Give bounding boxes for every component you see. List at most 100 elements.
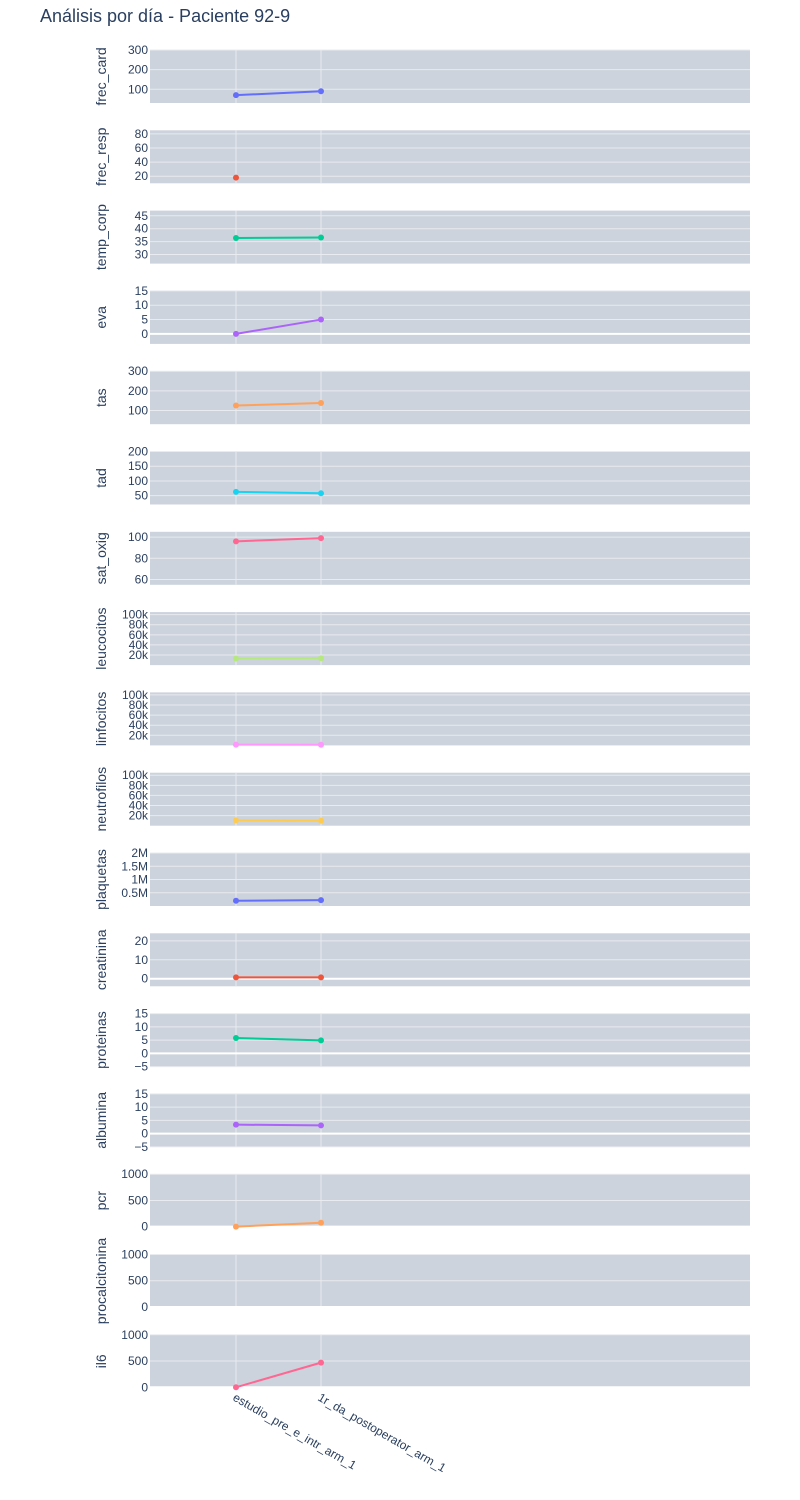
data-point	[233, 174, 239, 181]
data-point	[233, 488, 239, 495]
y-tick-label: 20k	[129, 809, 149, 823]
panel-background	[150, 130, 750, 184]
y-axis-title: leucocitos	[93, 607, 109, 669]
y-tick-label: 40	[135, 222, 149, 236]
y-tick-label: −5	[134, 1060, 148, 1074]
y-tick-label: 10	[135, 953, 149, 967]
data-point	[233, 974, 239, 981]
series-line	[235, 402, 322, 407]
y-tick-label: 30	[135, 248, 149, 262]
y-axis-title: il6	[93, 1354, 109, 1368]
y-axis-title: frec_resp	[93, 127, 109, 186]
y-tick-label: 80	[135, 551, 149, 565]
y-tick-label: −5	[134, 1140, 148, 1154]
panel-background	[150, 772, 750, 826]
y-tick-label: 0	[141, 972, 148, 986]
y-tick-label: 0	[141, 1046, 148, 1060]
y-tick-label: 200	[128, 384, 148, 398]
y-tick-label: 1000	[121, 1167, 148, 1181]
data-point	[318, 316, 324, 323]
y-axis-title: temp_corp	[93, 204, 109, 270]
y-tick-label: 20	[135, 169, 149, 183]
y-tick-label: 40k	[129, 718, 149, 732]
y-axis-title: tas	[93, 388, 109, 407]
panel-background	[150, 692, 750, 746]
data-point	[233, 92, 239, 99]
y-tick-label: 100k	[122, 688, 149, 702]
y-tick-label: 100	[128, 82, 148, 96]
y-axis-title: linfocitos	[93, 692, 109, 746]
y-tick-label: 35	[135, 235, 149, 249]
y-tick-label: 60k	[129, 708, 149, 722]
data-point	[318, 1122, 324, 1129]
y-tick-label: 0	[141, 1380, 148, 1394]
y-tick-label: 60	[135, 141, 149, 155]
y-axis-title: pcr	[93, 1191, 109, 1211]
y-axis-title: tad	[93, 468, 109, 487]
y-tick-label: 100	[128, 530, 148, 544]
y-tick-label: 1M	[131, 873, 148, 887]
y-tick-label: 60k	[129, 788, 149, 802]
data-point	[318, 490, 324, 497]
y-tick-label: 0	[141, 1300, 148, 1314]
y-tick-label: 20k	[129, 728, 149, 742]
data-point	[233, 235, 239, 242]
y-tick-label: 10	[135, 1100, 149, 1114]
panel-sat_oxig: 60 80 100 sat_oxig	[93, 530, 750, 587]
panel-il6: 0 500 1000 il6	[93, 1328, 750, 1394]
panel-background	[150, 612, 750, 666]
panel-frec_card: 100 200 300 frec_card	[93, 43, 750, 106]
data-point	[233, 1121, 239, 1128]
y-tick-label: 80	[135, 127, 149, 141]
y-tick-label: 200	[128, 445, 148, 459]
y-tick-label: 80k	[129, 618, 149, 632]
y-tick-label: 50	[135, 489, 149, 503]
page-title: Análisis por día - Paciente 92-9	[40, 6, 291, 26]
data-point	[318, 1037, 324, 1044]
y-axis-title: creatinina	[93, 929, 109, 990]
y-tick-label: 100k	[122, 608, 149, 622]
panel-background	[150, 451, 750, 505]
y-tick-label: 20	[135, 934, 149, 948]
panel-pcr: 0 500 1000 pcr	[93, 1167, 750, 1234]
y-tick-label: 200	[128, 63, 148, 77]
series-line	[235, 899, 322, 902]
series-line	[235, 236, 322, 240]
y-tick-label: 100	[128, 403, 148, 417]
y-tick-label: 60	[135, 573, 149, 587]
data-point	[233, 1223, 239, 1230]
data-point	[318, 400, 324, 406]
series-line	[235, 318, 322, 335]
y-tick-label: 20k	[129, 648, 149, 662]
y-axis-title: eva	[93, 306, 109, 329]
y-tick-label: 150	[128, 459, 148, 473]
y-tick-label: 80k	[129, 698, 149, 712]
data-point	[318, 897, 324, 904]
y-tick-label: 0	[141, 1220, 148, 1234]
data-point	[318, 88, 324, 95]
data-point	[233, 330, 239, 337]
y-tick-label: 5	[141, 1033, 148, 1047]
panel-background	[150, 371, 750, 425]
series-line	[235, 1221, 322, 1228]
data-point	[318, 1219, 324, 1226]
data-point	[233, 402, 239, 409]
series-line	[235, 1036, 322, 1042]
y-axis-title: neutrofilos	[93, 767, 109, 832]
y-tick-label: 5	[141, 313, 148, 327]
y-tick-label: 2M	[131, 846, 148, 860]
data-point	[318, 234, 324, 241]
data-point	[233, 1384, 239, 1391]
data-point	[233, 1034, 239, 1041]
y-tick-label: 1.5M	[121, 859, 148, 873]
data-point	[233, 655, 239, 662]
y-tick-label: 10	[135, 1020, 149, 1034]
